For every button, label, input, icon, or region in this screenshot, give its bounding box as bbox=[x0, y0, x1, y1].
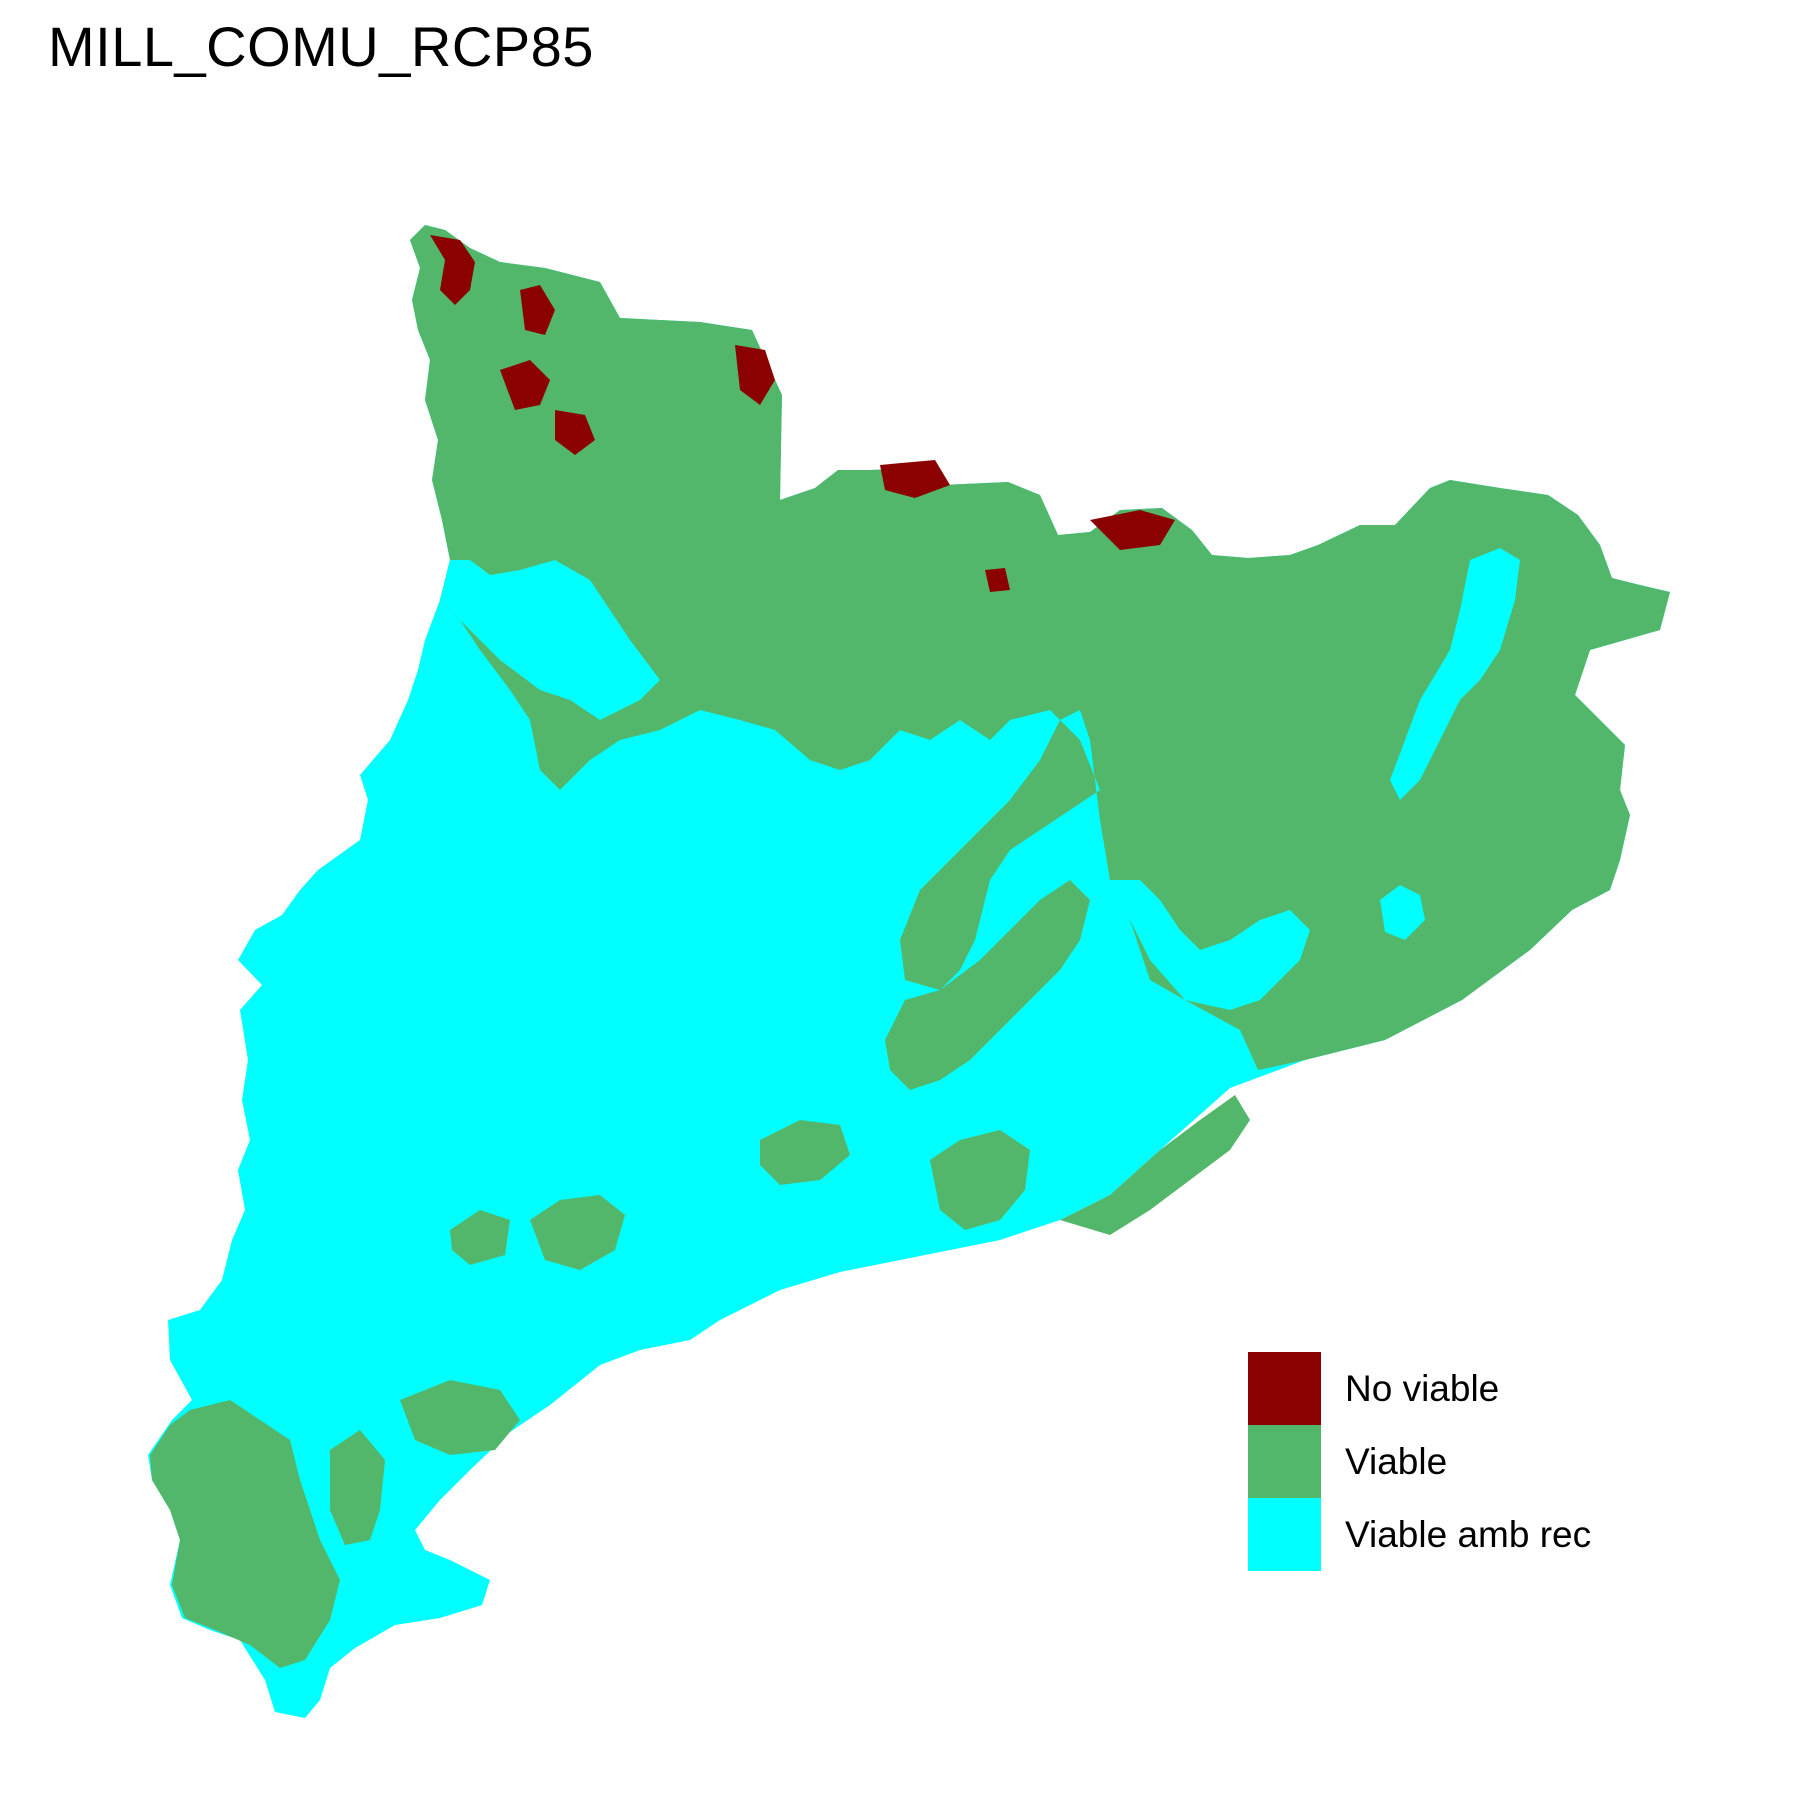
region-viable-north bbox=[410, 225, 1670, 1070]
region-viable-south-2 bbox=[760, 1120, 850, 1185]
region-viable-amb-rec-corridor bbox=[1110, 880, 1310, 1010]
region-viable-south-3 bbox=[400, 1380, 520, 1455]
legend-label-viable: Viable bbox=[1345, 1440, 1448, 1482]
map-legend: No viable Viable Viable amb rec bbox=[1248, 1352, 1591, 1571]
legend-swatch-viable-amb-rec bbox=[1248, 1498, 1321, 1571]
region-viable-coast-east bbox=[1060, 1095, 1250, 1235]
legend-swatch-viable bbox=[1248, 1425, 1321, 1498]
legend-item-viable-amb-rec: Viable amb rec bbox=[1248, 1498, 1591, 1571]
map-title: MILL_COMU_RCP85 bbox=[48, 15, 594, 78]
region-viable-southwest bbox=[150, 1400, 340, 1668]
legend-label-no-viable: No viable bbox=[1345, 1367, 1500, 1409]
region-no-viable-8 bbox=[985, 568, 1010, 592]
region-viable-amb-rec-inner-west bbox=[440, 560, 660, 720]
region-viable-amb-rec-lake bbox=[1380, 885, 1425, 940]
legend-item-viable: Viable bbox=[1248, 1425, 1591, 1498]
region-no-viable-5 bbox=[735, 345, 775, 405]
region-viable-south-5 bbox=[450, 1210, 510, 1265]
region-no-viable-6 bbox=[880, 460, 950, 498]
legend-item-no-viable: No viable bbox=[1248, 1352, 1591, 1425]
legend-label-viable-amb-rec: Viable amb rec bbox=[1345, 1513, 1592, 1555]
region-viable-south-1 bbox=[530, 1195, 625, 1270]
region-no-viable-4 bbox=[555, 410, 595, 455]
region-viable-south-4 bbox=[330, 1430, 385, 1545]
region-viable-central-ridge bbox=[885, 880, 1090, 1090]
region-viable-coast-mid bbox=[930, 1130, 1030, 1230]
region-no-viable-3 bbox=[500, 360, 550, 410]
region-viable-amb-rec-inner-east bbox=[1390, 548, 1520, 800]
legend-swatch-no-viable bbox=[1248, 1352, 1321, 1425]
region-no-viable-2 bbox=[520, 285, 555, 335]
region-no-viable-7 bbox=[1090, 510, 1175, 550]
region-no-viable-1 bbox=[430, 235, 475, 305]
